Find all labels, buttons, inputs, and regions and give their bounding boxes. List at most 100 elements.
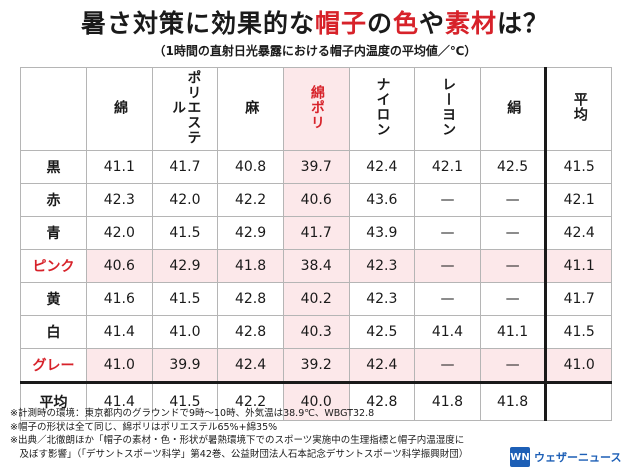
table-cell: 42.9	[217, 216, 284, 250]
table-cell: 42.0	[151, 183, 219, 217]
table-cell: 41.5	[544, 150, 612, 184]
table-cell: 42.3	[86, 183, 153, 217]
column-header-label: ポリエステル	[169, 69, 202, 145]
column-header-label: ナイロン	[374, 77, 391, 137]
footnote: 及ぼす影響」（「デサントスポーツ科学」第42巻、公益財団法人石本記念デサントスポ…	[10, 448, 469, 460]
table-cell	[544, 381, 612, 421]
column-header: 平均	[544, 67, 612, 151]
table-cell: 41.5	[544, 315, 612, 349]
table-cell: 41.5	[151, 282, 219, 316]
table-cell: 41.8	[479, 381, 547, 421]
table-cell: 38.4	[282, 249, 350, 283]
row-label: グレー	[20, 348, 87, 383]
table-cell: 40.6	[86, 249, 153, 283]
table-cell: 41.1	[479, 315, 547, 349]
title-part6: 素材	[445, 9, 498, 38]
table-row: 青 42.0 41.5 42.9 41.7 43.9— —42.4	[20, 216, 612, 250]
table-cell: —	[414, 249, 481, 283]
logo-mark: WN	[510, 447, 530, 467]
table-row: 平均 41.4 41.5 42.2 40.0 42.8 41.8 41.8	[20, 381, 612, 421]
weathernews-logo: WN ウェザーニュース	[510, 447, 621, 467]
table-cell: 41.0	[151, 315, 219, 349]
table-cell: 42.1	[414, 150, 481, 184]
title-part5: や	[419, 9, 446, 38]
column-header-label: 平均	[571, 92, 588, 122]
table-cell: 41.4	[86, 315, 153, 349]
row-label: 黒	[20, 150, 87, 184]
table-cell: —	[414, 282, 481, 316]
column-header: 綿	[86, 67, 153, 151]
table-cell: 42.9	[151, 249, 219, 283]
table-cell: 41.1	[86, 150, 153, 184]
table-cell: 41.0	[86, 348, 153, 383]
table-header-row: 綿 ポリエステル 麻 綿ポリ ナイロン レーヨン 絹 平均	[20, 67, 612, 151]
table-cell: 42.8	[217, 315, 284, 349]
table-cell: 40.6	[282, 183, 350, 217]
table-cell: 42.4	[348, 150, 416, 184]
footnote: ※帽子の形状は全て同じ、綿ポリはポリエステル65%+綿35%	[10, 421, 278, 433]
table-cell: —	[479, 282, 547, 316]
title-part1: 暑さ対策に効果的な	[80, 9, 315, 38]
logo-text: ウェザーニュース	[534, 451, 622, 464]
table-cell: 40.0	[282, 381, 350, 421]
footnotes: ※計測時の環境：東京都内のグラウンドで9時〜10時、外気温は38.9℃、WBGT…	[10, 407, 530, 461]
row-label: ピンク	[20, 249, 87, 283]
table-cell: 42.3	[348, 282, 416, 316]
table-cell: 41.7	[544, 282, 612, 316]
column-header-label: 麻	[243, 99, 260, 115]
footnote: ※計測時の環境：東京都内のグラウンドで9時〜10時、外気温は38.9℃、WBGT…	[10, 408, 375, 419]
table-cell: 41.7	[282, 216, 350, 250]
table-cell: 42.5	[479, 150, 547, 184]
table-cell: —	[414, 183, 481, 217]
table-cell: 41.8	[414, 381, 481, 421]
row-label: 平均	[20, 381, 87, 421]
table-cell: 42.2	[217, 381, 284, 421]
table-cell: 42.2	[217, 183, 284, 217]
row-label: 黄	[20, 282, 87, 316]
table-cell: 41.5	[151, 216, 219, 250]
table-body: 黒 41.1 41.7 40.8 39.7 42.4 42.1 42.5 41.5 赤 42.3 42…	[20, 150, 612, 421]
column-header: 絹	[479, 67, 547, 151]
column-header: ナイロン	[348, 67, 416, 151]
table-cell: —	[479, 183, 547, 217]
corner-cell	[20, 67, 87, 151]
table-cell: —	[479, 249, 547, 283]
table-cell: 42.5	[348, 315, 416, 349]
table-cell: 42.1	[544, 183, 612, 217]
table-cell: 40.2	[282, 282, 350, 316]
table-cell: —	[414, 348, 481, 383]
table-row: 黒 41.1 41.7 40.8 39.7 42.4 42.1 42.5 41.5	[20, 150, 612, 184]
table-cell: 41.6	[86, 282, 153, 316]
table-cell: 42.3	[348, 249, 416, 283]
column-header-label: 綿ポリ	[308, 84, 325, 130]
table-cell: 39.9	[151, 348, 219, 383]
page-title: 暑さ対策に効果的な帽子の色や素材は？	[0, 4, 630, 40]
table-cell: —	[479, 216, 547, 250]
row-label: 青	[20, 216, 87, 250]
table-row: グレー 41.0 39.9 42.4 39.2 42.4— —41.0	[20, 348, 612, 383]
table-cell: 39.2	[282, 348, 350, 383]
column-header: 麻	[217, 67, 284, 151]
row-label: 赤	[20, 183, 87, 217]
title-part4: 色	[392, 9, 419, 38]
title-part7: は？	[497, 9, 550, 38]
table-row: 黄 41.6 41.5 42.8 40.2 42.3— —41.7	[20, 282, 612, 316]
table-cell: —	[414, 216, 481, 250]
table-cell: 43.9	[348, 216, 416, 250]
column-header: 綿ポリ	[282, 67, 350, 151]
column-header: ポリエステル	[151, 67, 219, 151]
table-cell: 42.0	[86, 216, 153, 250]
table-row: ピンク 40.6 42.9 41.8 38.4 42.3— —41.1	[20, 249, 612, 283]
column-header-label: 綿	[112, 99, 128, 115]
title-part3: の	[366, 9, 393, 38]
table-cell: 42.4	[217, 348, 284, 383]
table-cell: 40.8	[217, 150, 284, 184]
table-cell: 42.4	[348, 348, 416, 383]
table-row: 赤 42.3 42.0 42.2 40.6 43.6— —42.1	[20, 183, 612, 217]
title-part2: 帽子	[314, 9, 367, 38]
table-cell: 42.8	[348, 381, 416, 421]
column-header: レーヨン	[414, 67, 481, 151]
table-cell: 42.4	[544, 216, 612, 250]
footnote: ※出典／北徹朗ほか「帽子の素材・色・形状が暑熱環境下でのスポーツ実施中の生理指標…	[10, 435, 465, 446]
table-cell: 40.3	[282, 315, 350, 349]
